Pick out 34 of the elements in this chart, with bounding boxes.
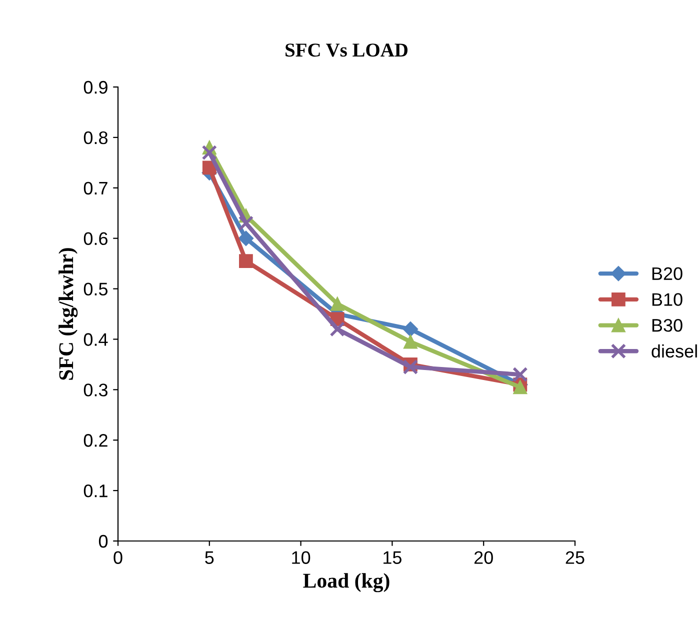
y-tick-label: 0.8 bbox=[84, 131, 108, 144]
point bbox=[402, 322, 418, 337]
x-tick-label: 0 bbox=[114, 551, 122, 564]
legend-label: B20 bbox=[652, 267, 682, 280]
legend-label: B30 bbox=[652, 318, 682, 332]
y-axis-title: SFC (kg/kwhr) bbox=[58, 248, 78, 380]
legend-label: diesel bbox=[652, 344, 697, 358]
y-tick-label: 0.7 bbox=[84, 182, 108, 195]
point bbox=[513, 380, 528, 394]
point bbox=[404, 334, 418, 349]
point bbox=[402, 359, 418, 375]
x-tick-label: 5 bbox=[205, 551, 214, 564]
x-axis-title: Load (kg) bbox=[303, 573, 390, 592]
point bbox=[239, 254, 253, 268]
point bbox=[202, 144, 218, 160]
y-tick-label: 0.3 bbox=[84, 384, 108, 396]
y-tick-label: 0.9 bbox=[84, 80, 108, 94]
x-tick-label: 20 bbox=[474, 551, 493, 564]
y-tick-label: 0.2 bbox=[84, 434, 108, 447]
point bbox=[330, 321, 345, 337]
y-tick-label: 0.5 bbox=[84, 282, 108, 296]
x-tick-label: 15 bbox=[384, 551, 402, 564]
point bbox=[238, 230, 254, 246]
y-tick-label: 0.6 bbox=[84, 232, 108, 246]
y-tick-label: 0 bbox=[98, 534, 108, 548]
point bbox=[330, 296, 344, 311]
chart-title: SFC Vs LOAD bbox=[286, 44, 408, 57]
x-tick-label: 25 bbox=[566, 551, 584, 564]
y-tick-label: 0.4 bbox=[84, 333, 108, 346]
x-tick-label: 10 bbox=[292, 551, 310, 564]
y-tick-label: 0.1 bbox=[84, 484, 108, 498]
point bbox=[512, 366, 528, 382]
point bbox=[238, 216, 254, 231]
legend-label: B10 bbox=[652, 293, 682, 306]
